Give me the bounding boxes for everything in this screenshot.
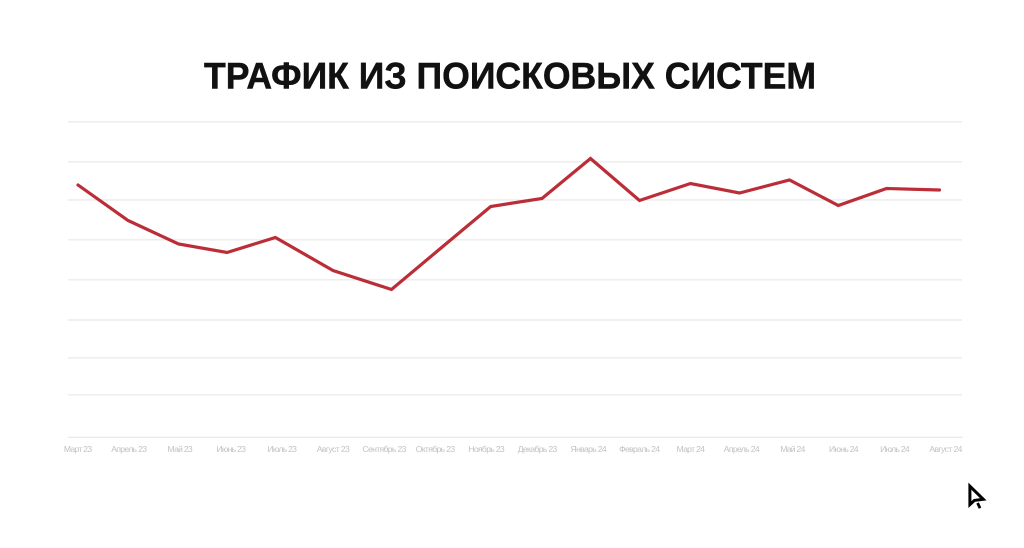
svg-text:Июль 24: Июль 24 — [880, 444, 910, 454]
svg-text:Ноябрь 23: Ноябрь 23 — [468, 444, 505, 454]
svg-text:Март 23: Март 23 — [64, 444, 93, 454]
svg-text:ТРАФИК ИЗ ПОИСКОВЫХ СИСТЕМ: ТРАФИК ИЗ ПОИСКОВЫХ СИСТЕМ — [204, 56, 816, 97]
svg-text:Апрель 23: Апрель 23 — [111, 444, 147, 454]
svg-text:Декабрь 23: Декабрь 23 — [518, 444, 558, 454]
svg-text:Август 23: Август 23 — [317, 444, 350, 454]
svg-text:Февраль 24: Февраль 24 — [619, 444, 660, 454]
svg-text:Май 24: Май 24 — [780, 444, 805, 454]
svg-text:Сентябрь 23: Сентябрь 23 — [362, 444, 406, 454]
svg-text:Октябрь 23: Октябрь 23 — [416, 444, 456, 454]
svg-text:Май 23: Май 23 — [168, 444, 193, 454]
svg-text:Июль 23: Июль 23 — [267, 444, 297, 454]
svg-text:Июнь 24: Июнь 24 — [829, 444, 859, 454]
svg-text:Апрель 24: Апрель 24 — [724, 444, 760, 454]
svg-text:Март 24: Март 24 — [677, 444, 706, 454]
svg-text:Июнь 23: Июнь 23 — [216, 444, 246, 454]
svg-text:Август 24: Август 24 — [929, 444, 962, 454]
svg-text:Январь 24: Январь 24 — [571, 444, 607, 454]
